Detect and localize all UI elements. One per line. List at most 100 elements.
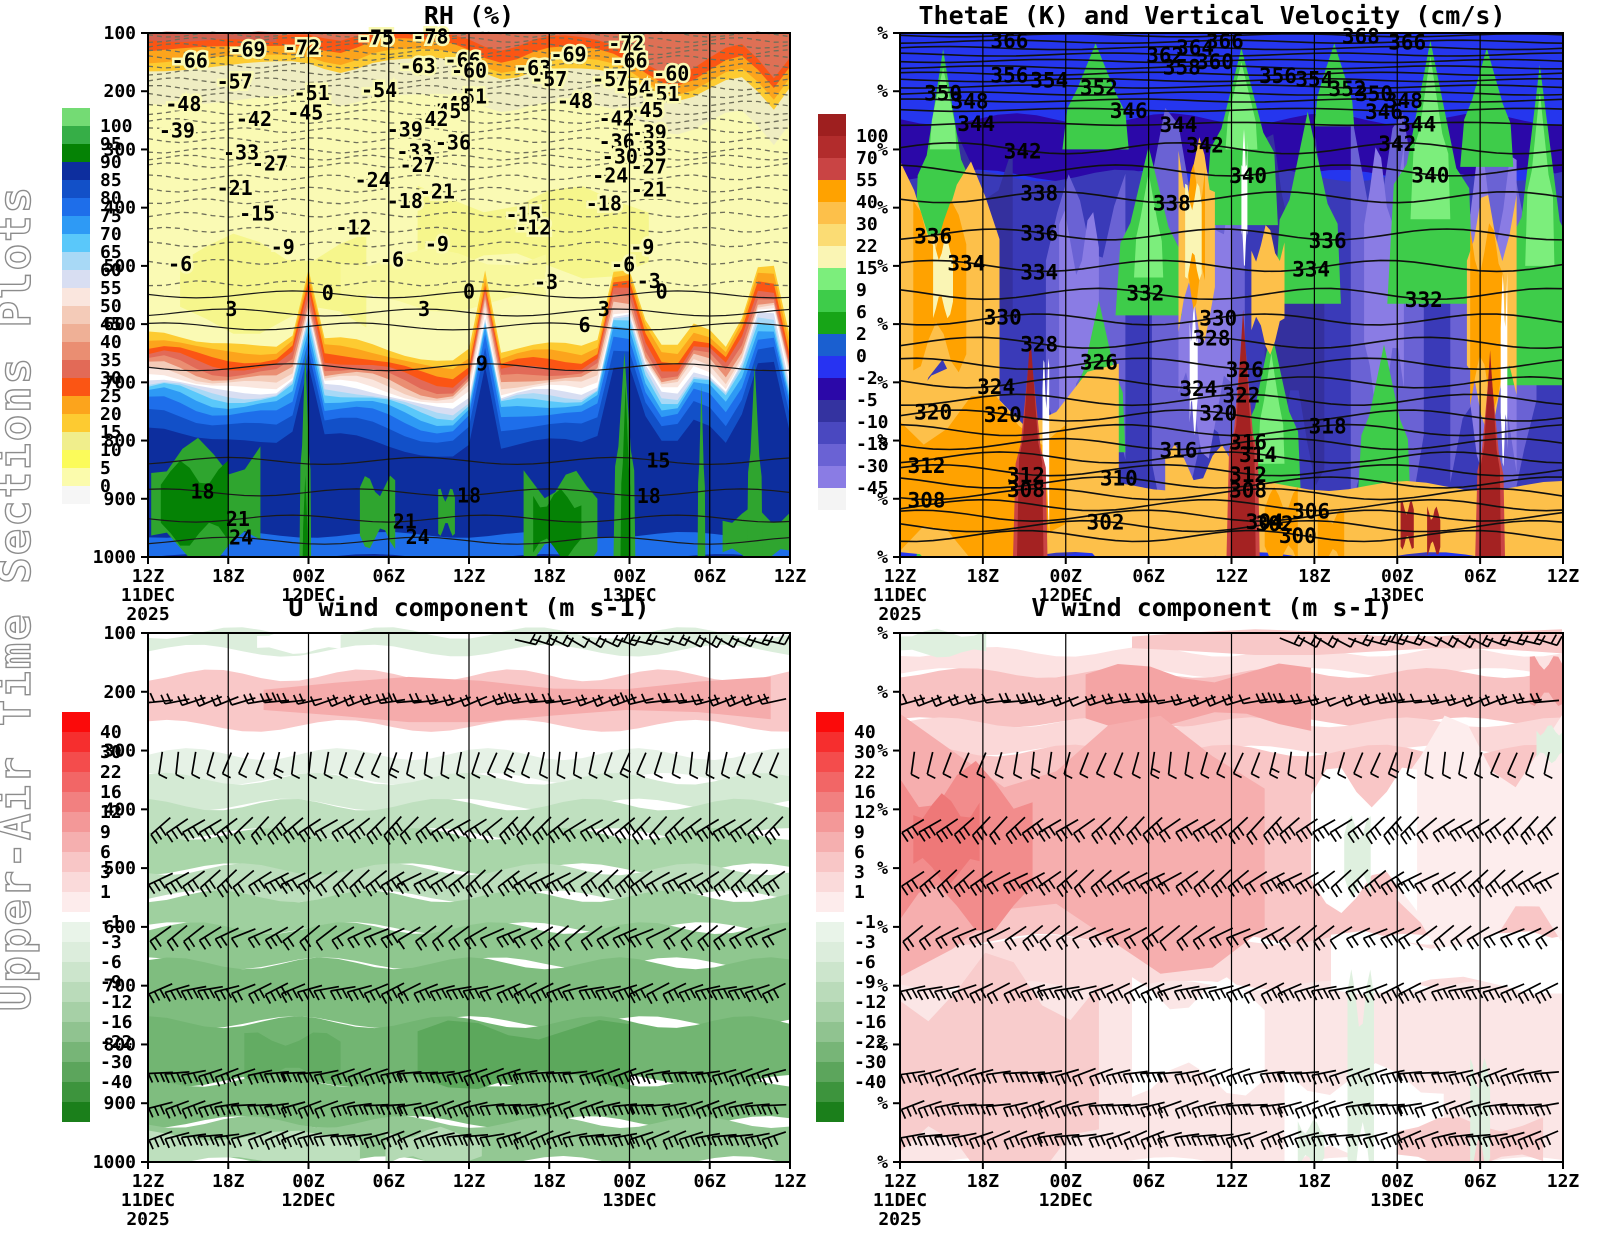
- time-tick-label: 00Z: [292, 1171, 325, 1192]
- contour-label: -39: [387, 118, 423, 142]
- wind-barb-row-318: [910, 751, 1553, 780]
- contour-label: 350: [924, 81, 962, 105]
- pressure-tick-label: 900: [103, 1093, 136, 1114]
- wind-barb-row-952: [901, 1130, 1559, 1151]
- pressure-tick-label: %: [877, 314, 888, 335]
- colorbar-swatch: [62, 732, 90, 752]
- colorbar-swatch: [816, 872, 844, 892]
- time-tick-label: 06Z: [372, 1171, 405, 1192]
- time-tick-label: 12Z: [453, 1171, 486, 1192]
- pressure-tick-label: 800: [103, 431, 136, 452]
- contour-label: -66: [445, 48, 481, 72]
- colorbar-swatch: [62, 1002, 90, 1022]
- time-tick-label: 18Z: [533, 1171, 566, 1192]
- contour-label: 358: [1163, 55, 1201, 79]
- date-label: 11DEC: [121, 585, 175, 606]
- pressure-tick-label: 600: [103, 917, 136, 938]
- colorbar-swatch: [62, 396, 90, 414]
- pressure-tick-label: %: [877, 139, 888, 160]
- colorbar-label: 16: [100, 782, 122, 803]
- pressure-tick-label: %: [877, 799, 888, 820]
- time-tick-label: 00Z: [613, 566, 646, 587]
- time-tick-label: 00Z: [292, 566, 325, 587]
- rh-green-column-core: [620, 385, 631, 557]
- colorbar-label: 30: [856, 214, 878, 235]
- colorbar-label: 100: [100, 116, 133, 137]
- colorbar-swatch: [816, 1022, 844, 1042]
- colorbar-swatch: [818, 290, 846, 312]
- colorbar-label: 100: [856, 126, 889, 147]
- pressure-tick-label: %: [877, 1093, 888, 1114]
- colorbar-label: 80: [100, 188, 122, 209]
- colorbar-swatch: [62, 752, 90, 772]
- time-tick-label: 12Z: [1215, 1171, 1248, 1192]
- colorbar-swatch: [62, 982, 90, 1002]
- colorbar-swatch: [818, 246, 846, 268]
- colorbar-label: -6: [100, 952, 122, 973]
- contour-label: -3: [534, 270, 558, 294]
- colorbar-swatch: [816, 942, 844, 962]
- shaded-patch: [1470, 223, 1504, 410]
- contour-label: 312: [1229, 463, 1267, 487]
- colorbar-swatch: [62, 486, 90, 504]
- pressure-tick-label: 800: [103, 1034, 136, 1055]
- contour-label: -39: [159, 118, 195, 142]
- shaded-patch: [417, 185, 649, 280]
- time-tick-label: 18Z: [212, 566, 245, 587]
- colorbar-swatch: [62, 812, 90, 832]
- colorbar-swatch: [62, 234, 90, 252]
- contour-label: 6: [579, 313, 591, 337]
- colorbar-label: -10: [856, 412, 889, 433]
- shaded-patch: [901, 952, 1099, 1163]
- contour-label: 344: [1398, 112, 1436, 136]
- pressure-tick-label: %: [877, 23, 888, 44]
- v-white: [1331, 930, 1562, 995]
- rh-colorbar: 1009590858075706560555045403530252015105…: [62, 108, 133, 504]
- time-tick-label: 12Z: [774, 1171, 807, 1192]
- contour-label: 316: [1159, 439, 1197, 463]
- colorbar-swatch: [62, 414, 90, 432]
- colorbar-swatch: [816, 892, 844, 912]
- colorbar-label: 10: [100, 440, 122, 461]
- contour-label: 320: [984, 403, 1022, 427]
- time-tick-label: 06Z: [1464, 1171, 1497, 1192]
- v-wind-panel: %%%%%%%%%%12Z 18Z 00Z 06Z 12Z 18Z 00Z 06Z 12Z11D…: [816, 623, 1579, 1230]
- time-tick-label: 18Z: [1298, 566, 1331, 587]
- colorbar-label: 60: [100, 260, 122, 281]
- colorbar-swatch: [62, 216, 90, 234]
- colorbar-label: -3: [100, 932, 122, 953]
- u-dark-green: [244, 1032, 341, 1081]
- colorbar-label: 6: [100, 842, 111, 863]
- wind-barb-row-515: [901, 869, 1560, 898]
- colorbar-label: 30: [854, 742, 876, 763]
- pressure-tick-label: %: [877, 917, 888, 938]
- contour-label: -33: [396, 140, 432, 164]
- pressure-tick-label: %: [877, 623, 888, 644]
- wind-barb-row-702: [149, 982, 786, 1005]
- contour-label: 344: [957, 112, 995, 136]
- pressure-tick-label: %: [877, 547, 888, 568]
- contour-label: -27: [631, 154, 667, 178]
- contour-label: 0: [656, 279, 668, 303]
- date-label: 2025: [878, 604, 921, 625]
- date-label: 2025: [878, 1209, 921, 1230]
- contour-label: -24: [592, 164, 628, 188]
- contour-label: -51: [644, 82, 680, 106]
- wind-barb-row-952: [149, 1130, 787, 1151]
- thetae-green-core: [1225, 62, 1258, 150]
- colorbar-label: 1: [854, 882, 865, 903]
- contour-label: 316: [1229, 430, 1267, 454]
- colorbar-label: -1: [854, 912, 876, 933]
- contour-label: 326: [1226, 358, 1264, 382]
- date-label: 12DEC: [1039, 585, 1093, 606]
- contour-label: -57: [217, 69, 253, 93]
- colorbar-label: 25: [100, 386, 122, 407]
- colorbar-label: -30: [856, 456, 889, 477]
- contour-label: -54: [361, 78, 397, 102]
- contour-label: -21: [217, 176, 253, 200]
- colorbar-label: 40: [854, 722, 876, 743]
